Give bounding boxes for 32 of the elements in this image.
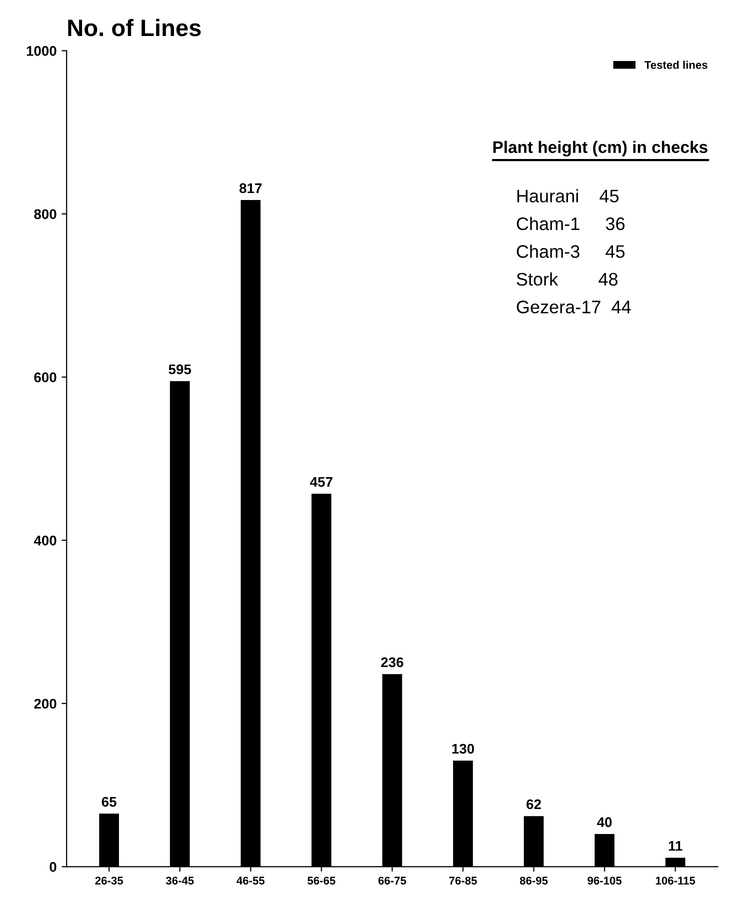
annotation: Haurani 45 xyxy=(517,189,619,202)
x-tick-label: 106-115 xyxy=(656,876,696,885)
x-tick-label: 76-85 xyxy=(449,876,477,885)
annotation: Stork 48 xyxy=(516,272,618,286)
x-tick-label: 66-75 xyxy=(378,876,406,885)
data-label: 457 xyxy=(310,477,332,487)
y-axis-title: No. of Lines xyxy=(68,18,201,36)
y-tick-label: 0 xyxy=(50,862,56,872)
annotation: Cham-1 36 xyxy=(516,216,625,230)
y-tick-label: 1000 xyxy=(26,46,56,56)
y-tick-label: 800 xyxy=(34,209,56,220)
legend-label: Tested lines xyxy=(644,60,708,69)
annotation: Plant height (cm) in checks xyxy=(493,140,708,156)
y-tick-label: 200 xyxy=(34,698,56,709)
x-tick-label: 46-55 xyxy=(236,876,265,885)
data-label: 817 xyxy=(239,183,262,194)
y-tick-label: 400 xyxy=(34,536,56,546)
data-label: 62 xyxy=(526,799,541,810)
annotation: Gezera-17 44 xyxy=(516,300,631,314)
x-tick-label: 26-35 xyxy=(95,876,123,885)
data-label: 595 xyxy=(168,364,192,374)
data-label: 11 xyxy=(668,841,682,851)
x-tick-label: 86-95 xyxy=(520,876,548,885)
data-label: 65 xyxy=(102,796,116,807)
x-tick-label: 96-105 xyxy=(588,876,622,885)
annotation: Cham-3 45 xyxy=(516,244,625,258)
data-label: 130 xyxy=(452,744,474,754)
data-label: 236 xyxy=(381,657,404,668)
x-tick-label: 56-65 xyxy=(308,876,336,885)
data-label: 40 xyxy=(597,817,612,828)
y-tick-label: 600 xyxy=(34,372,56,382)
x-tick-label: 36-45 xyxy=(166,876,194,885)
